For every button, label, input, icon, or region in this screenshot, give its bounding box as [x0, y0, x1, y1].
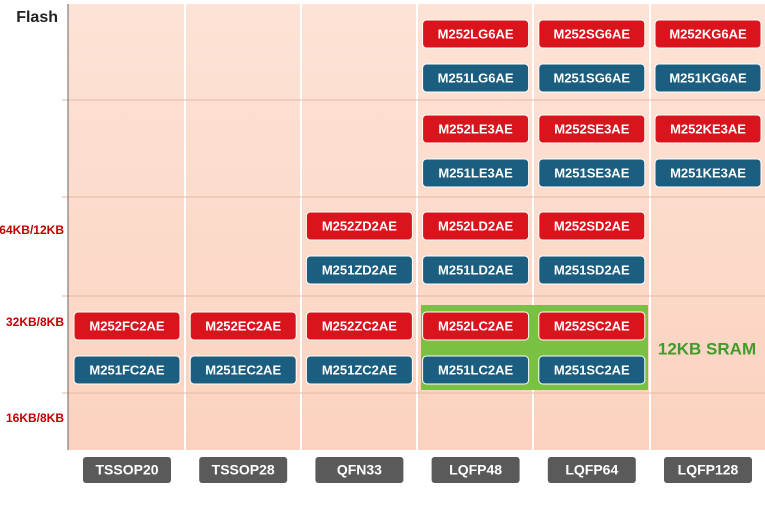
part-label: M251FC2AE — [89, 362, 164, 377]
part-box — [422, 211, 530, 241]
package-box — [431, 457, 520, 483]
package-box — [547, 457, 636, 483]
part-box — [305, 355, 413, 385]
part-label: M251LE3AE — [438, 165, 513, 180]
sram-note: 12KB SRAM — [658, 339, 756, 358]
part-label: M252LG6AE — [438, 26, 514, 41]
part-label: M251LG6AE — [438, 70, 514, 85]
part-box — [422, 255, 530, 285]
package-box — [199, 457, 288, 483]
part-box — [305, 311, 413, 341]
part-label: M251SC2AE — [554, 362, 630, 377]
part-label: M251SD2AE — [554, 262, 630, 277]
part-label: M252LC2AE — [438, 318, 513, 333]
part-box — [654, 19, 762, 49]
part-label: M252ZD2AE — [322, 218, 397, 233]
package-label: TSSOP28 — [212, 462, 275, 478]
package-label: LQFP128 — [678, 462, 739, 478]
part-label: M252LE3AE — [438, 121, 513, 136]
part-box — [422, 311, 530, 341]
y-label: 16KB/8KB — [6, 411, 64, 425]
grid-lines — [184, 4, 651, 450]
part-label: M252LD2AE — [438, 218, 513, 233]
part-box — [538, 211, 646, 241]
row-lines — [62, 99, 765, 394]
part-box — [538, 19, 646, 49]
part-label: M252KE3AE — [670, 121, 746, 136]
part-label: M252SG6AE — [554, 26, 631, 41]
part-box — [73, 355, 181, 385]
part-box — [538, 355, 646, 385]
part-box — [189, 355, 297, 385]
part-label: M252SC2AE — [554, 318, 630, 333]
part-box — [422, 158, 530, 188]
part-label: M251EC2AE — [205, 362, 281, 377]
part-box — [654, 114, 762, 144]
part-label: M251KE3AE — [670, 165, 746, 180]
part-label: M252EC2AE — [205, 318, 281, 333]
y-label: Flash — [16, 9, 58, 26]
part-label: M251KG6AE — [669, 70, 747, 85]
y-label: 64KB/12KB — [0, 223, 64, 237]
package-box — [664, 457, 752, 483]
part-box — [538, 63, 646, 93]
part-label: M251ZD2AE — [322, 262, 397, 277]
part-box — [538, 114, 646, 144]
package-box — [83, 457, 171, 483]
part-box — [422, 63, 530, 93]
part-box — [189, 311, 297, 341]
part-label: M252SE3AE — [554, 121, 629, 136]
part-box — [422, 19, 530, 49]
part-label: M251LC2AE — [438, 362, 513, 377]
package-label: QFN33 — [337, 462, 382, 478]
part-label: M251ZC2AE — [322, 362, 397, 377]
part-box — [538, 255, 646, 285]
part-box — [305, 255, 413, 285]
part-label: M252KG6AE — [669, 26, 747, 41]
package-label: LQFP48 — [449, 462, 502, 478]
part-box — [538, 158, 646, 188]
part-box — [654, 158, 762, 188]
part-box — [73, 311, 181, 341]
part-box — [422, 355, 530, 385]
package-label: TSSOP20 — [95, 462, 158, 478]
part-label: M252FC2AE — [89, 318, 164, 333]
package-label: LQFP64 — [565, 462, 618, 478]
part-label: M252SD2AE — [554, 218, 630, 233]
part-box — [422, 114, 530, 144]
part-box — [305, 211, 413, 241]
part-box — [538, 311, 646, 341]
part-box — [654, 63, 762, 93]
part-label: M252ZC2AE — [322, 318, 397, 333]
package-box — [315, 457, 404, 483]
part-label: M251SE3AE — [554, 165, 629, 180]
part-label: M251LD2AE — [438, 262, 513, 277]
y-label: 32KB/8KB — [6, 315, 64, 329]
part-label: M251SG6AE — [554, 70, 631, 85]
